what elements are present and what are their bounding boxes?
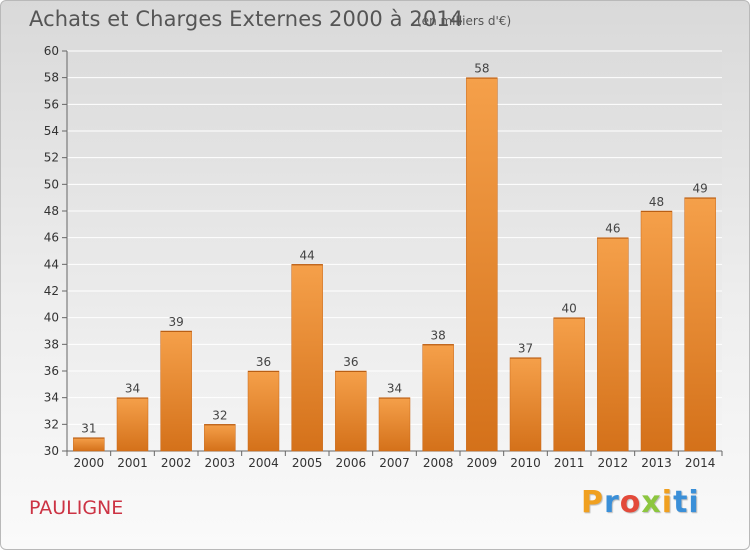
data-label-2001: 34 [125,382,140,396]
y-tick-label: 60 [44,44,59,58]
data-label-2014: 49 [693,182,708,196]
data-label-2008: 38 [431,328,446,342]
proxiti-logo: Proxiti [581,485,700,520]
y-tick-label: 52 [44,151,59,165]
x-tick-label-2013: 2013 [641,456,672,470]
bar-2013 [640,210,673,452]
bar-2006 [335,370,367,452]
bar-2001 [116,397,149,452]
x-tick-label-2014: 2014 [685,456,716,470]
y-tick-label: 58 [44,71,59,85]
y-tick-label: 46 [44,231,59,245]
data-label-2007: 34 [387,382,402,396]
data-label-2012: 46 [605,222,620,236]
x-tick-label-2005: 2005 [292,456,323,470]
y-tick-label: 34 [44,391,59,405]
bar-2008 [422,344,454,452]
data-label-2010: 37 [518,342,533,356]
bar-2005 [291,264,323,452]
y-tick-label: 44 [44,257,59,271]
y-tick-label: 36 [44,364,59,378]
y-tick-label: 48 [44,204,59,218]
chart-title: Achats et Charges Externes 2000 à 2014 [29,7,464,31]
bar-2002 [160,330,192,452]
x-tick-label-2000: 2000 [74,456,105,470]
bar-2007 [378,397,411,452]
plot-area: 30 32 34 36 38 40 42 44 46 48 50 52 54 56 58 60 31 2000 34… [44,44,723,470]
bar-2011 [553,317,585,452]
bar-2014 [684,197,716,452]
data-label-2005: 44 [300,248,315,262]
bar-2009 [466,77,498,452]
y-tick-label: 32 [44,417,59,431]
x-tick-label-2010: 2010 [510,456,541,470]
data-label-2013: 48 [649,195,664,209]
y-tick-label: 54 [44,124,59,138]
x-tick-label-2006: 2006 [336,456,367,470]
x-tick-label-2012: 2012 [598,456,629,470]
bar-2000 [73,437,105,452]
bar-2010 [509,357,542,452]
data-label-2000: 31 [81,422,96,436]
y-tick-label: 42 [44,284,59,298]
data-label-2006: 36 [343,355,358,369]
y-tick-label: 38 [44,337,59,351]
x-tick-label-2011: 2011 [554,456,585,470]
y-tick-label: 56 [44,97,59,111]
y-tick-label: 30 [44,444,59,458]
data-label-2004: 36 [256,355,271,369]
bar-2003 [204,424,236,452]
x-tick-label-2004: 2004 [248,456,279,470]
data-label-2003: 32 [212,408,227,422]
x-tick-label-2001: 2001 [117,456,148,470]
x-tick-label-2002: 2002 [161,456,192,470]
x-tick-label-2009: 2009 [467,456,498,470]
chart-unit: (en milliers d'€) [417,14,512,28]
y-tick-label: 40 [44,311,59,325]
x-tick-label-2007: 2007 [379,456,410,470]
x-tick-label-2008: 2008 [423,456,454,470]
x-tick-label-2003: 2003 [205,456,236,470]
bar-2004 [247,370,280,452]
data-label-2011: 40 [562,302,577,316]
data-label-2002: 39 [169,315,184,329]
data-label-2009: 58 [474,62,489,76]
y-tick-label: 50 [44,177,59,191]
commune-name: PAULIGNE [29,497,124,519]
bar-2012 [597,237,629,452]
